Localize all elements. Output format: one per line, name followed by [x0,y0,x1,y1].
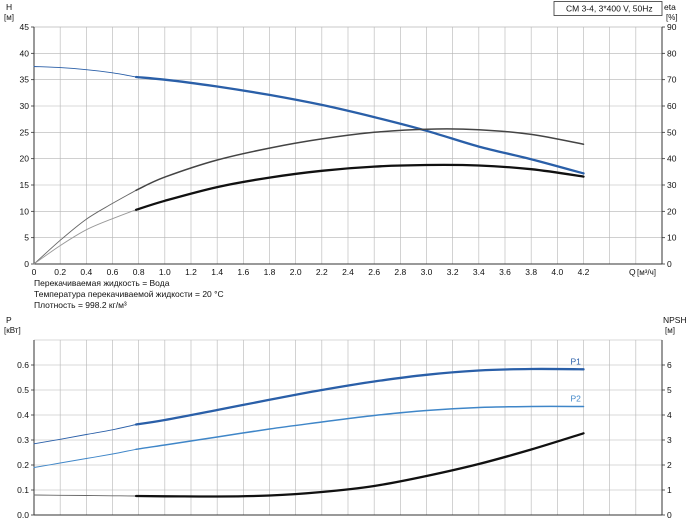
series-line [33,66,137,78]
y-left-tick-label: 0.1 [17,485,29,495]
x-tick-label: 1.0 [159,267,171,277]
y-left-tick-label: 20 [20,154,30,164]
x-tick-label: 1.6 [237,267,249,277]
y-left-tick-label: 10 [20,206,30,216]
y-right-tick-label: 40 [667,154,677,164]
y-right-tick-label: 20 [667,206,677,216]
y-right-tick-label: 4 [667,410,672,420]
y-left-axis-unit: [м] [4,13,14,22]
x-tick-label: 3.4 [473,267,485,277]
x-tick-label: 1.2 [185,267,197,277]
y-left-tick-label: 45 [20,22,30,32]
x-tick-label: 1.4 [211,267,223,277]
y-right-tick-label: 0 [667,259,672,269]
series-line [33,424,137,445]
y-right-tick-label: 5 [667,385,672,395]
y-right-tick-label: 50 [667,127,677,137]
series-line [135,128,585,192]
x-tick-label: 3.0 [421,267,433,277]
y-right-tick-label: 6 [667,360,672,370]
y-right-tick-label: 10 [667,233,677,243]
head-efficiency-chart: 0510152025303540450102030405060708090H[м… [4,2,678,277]
x-tick-label: 2.4 [342,267,354,277]
density-note: Плотность = 998.2 кг/м³ [34,300,127,310]
series-line [134,367,585,426]
x-tick-label: 2.8 [394,267,406,277]
power-npsh-chart: 0.0 0.1 0.2 0.3 0.4 0.5 0.6 0 1 2 3 4 5 6 P[кВт] NPSH[м… [4,315,687,520]
y-right-tick-label: 3 [667,435,672,445]
y-left-tick-label: 40 [20,48,30,58]
y-left-tick-label: 30 [20,101,30,111]
y-right-tick-label: 1 [667,485,672,495]
y-left-tick-label: 0.4 [17,410,29,420]
model-label-box: CM 3-4, 3*400 V, 50Hz [553,1,663,16]
x-tick-label: 2.0 [290,267,302,277]
y-right-tick-label: 2 [667,460,672,470]
series-label: P2 [571,394,582,404]
y-right-tick-label: 30 [667,180,677,190]
y-right-axis-unit: [%] [666,13,678,22]
series-line [135,405,585,451]
x-tick-label: 2.2 [316,267,328,277]
x-axis-unit: [м³/ч] [637,268,656,277]
y-right-tick-label: 80 [667,48,677,58]
series-label: P1 [571,356,582,366]
y-left-tick-label: 0 [24,259,29,269]
x-tick-label: 0.6 [107,267,119,277]
y-right-tick-label: 0 [667,510,672,520]
y-right-axis-label: eta [664,2,676,12]
y-right-axis-label: NPSH [663,315,687,325]
series-line [33,209,137,265]
x-axis-label: Q [629,267,636,277]
y-right-tick-label: 70 [667,75,677,85]
y-left-axis-label: P [6,315,12,325]
y-left-tick-label: 0.5 [17,385,29,395]
y-left-tick-label: 15 [20,180,30,190]
y-right-tick-label: 90 [667,22,677,32]
y-left-tick-label: 35 [20,75,30,85]
x-tick-label: 3.6 [499,267,511,277]
y-left-axis-label: H [6,2,12,12]
liquid-note: Перекачиваемая жидкость = Вода [34,278,170,288]
series-line [33,494,137,497]
x-tick-label: 4.2 [578,267,590,277]
x-tick-label: 2.6 [368,267,380,277]
temperature-note: Температура перекачиваемой жидкости = 20… [34,289,224,299]
y-left-tick-label: 0.0 [17,510,29,520]
x-tick-label: 0.8 [133,267,145,277]
series-line [33,189,137,265]
x-tick-label: 3.2 [447,267,459,277]
series-line [134,75,585,175]
x-tick-label: 0 [32,267,37,277]
y-left-tick-label: 0.6 [17,360,29,370]
y-left-tick-label: 0.3 [17,435,29,445]
model-label: CM 3-4, 3*400 V, 50Hz [566,4,653,14]
x-tick-label: 0.4 [80,267,92,277]
x-tick-label: 0.2 [54,267,66,277]
y-right-axis-unit: [м] [665,326,675,335]
y-left-tick-label: 5 [24,233,29,243]
x-tick-label: 3.8 [525,267,537,277]
series-line [33,448,137,468]
y-right-tick-label: 60 [667,101,677,111]
y-left-axis-unit: [кВт] [4,326,21,335]
y-left-tick-label: 25 [20,127,30,137]
x-tick-label: 1.8 [264,267,276,277]
y-left-tick-label: 0.2 [17,460,29,470]
series-line [134,163,585,211]
series-line [134,432,585,498]
x-tick-label: 4.0 [551,267,563,277]
